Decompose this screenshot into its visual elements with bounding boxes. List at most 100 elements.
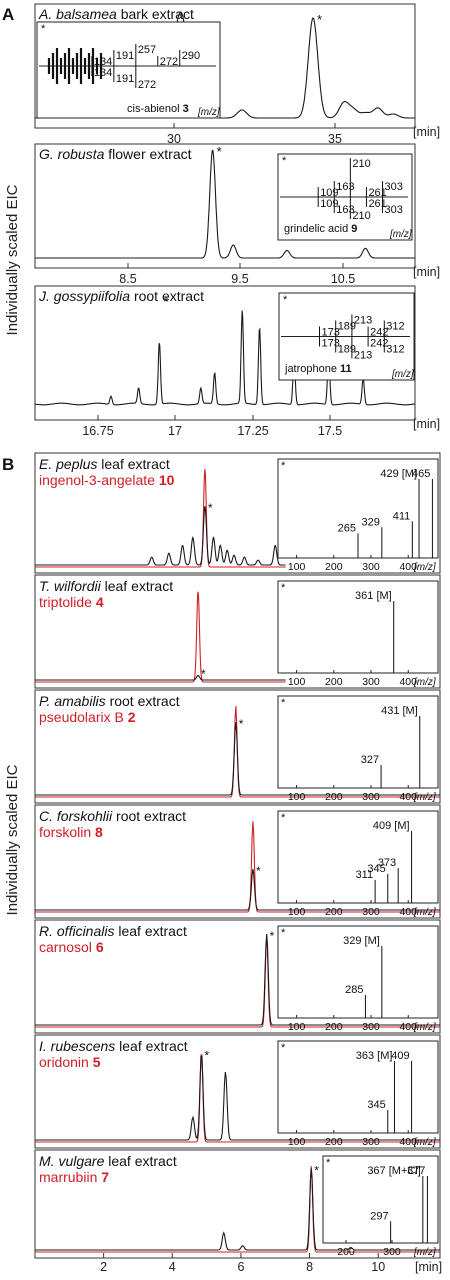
b7-inset-frame — [322, 1155, 439, 1244]
b6-inset-peak-label: 409 — [391, 1050, 409, 1062]
b6-inset-tick-label: 200 — [325, 1136, 343, 1148]
b7-inset-unit: [m/z] — [413, 1247, 436, 1258]
a1-inset-mz-top: 257 — [138, 44, 156, 56]
b7-inset-tick-label: 300 — [383, 1246, 401, 1258]
b4-inset-tick-label: 400 — [399, 906, 417, 918]
a3-xtick-label: 17 — [168, 424, 182, 438]
b4-standard-trace — [35, 821, 440, 913]
b-xtick-label: 6 — [237, 1260, 244, 1274]
a1-inset-unit: [m/z] — [197, 107, 220, 118]
b1-inset-tick-label: 200 — [325, 561, 343, 573]
b7-inset-tick-label: 200 — [337, 1246, 355, 1258]
a3-inset-mz-bottom: 213 — [354, 350, 372, 362]
b6-frame — [34, 1034, 441, 1149]
a1-inset-mz-bottom: 191 — [116, 73, 134, 85]
b2-peak-star: * — [201, 667, 206, 681]
b3-peak-star: * — [239, 717, 244, 731]
b1-inset-peak-label: 429 [M] — [380, 468, 417, 480]
b6-inset-peak-label: 345 — [367, 1099, 385, 1111]
a2-inset-compound: grindelic acid 9 — [284, 223, 357, 235]
b3-sample-trace — [35, 722, 440, 796]
b4-inset-peak-label: 409 [M] — [373, 820, 410, 832]
b1-compound: ingenol-3-angelate 10 — [39, 472, 175, 488]
b2-inset-tick-label: 300 — [362, 676, 380, 688]
b4-compound: forskolin 8 — [39, 824, 103, 840]
panel-a-ylabel: Individually scaled EIC — [4, 184, 21, 335]
b7-standard-trace — [35, 1166, 440, 1253]
b7-frame — [34, 1149, 441, 1259]
b3-inset-star: * — [281, 697, 286, 709]
b7-title: M. vulgare leaf extract — [39, 1153, 177, 1169]
a2-xtick-label: 10.5 — [331, 272, 355, 286]
b4-inset-tick-label: 300 — [362, 906, 380, 918]
a1-peak-star: * — [317, 12, 322, 27]
b3-frame — [34, 689, 441, 804]
a2-inset-mz-bottom: 210 — [352, 210, 370, 222]
b1-standard-trace — [35, 468, 286, 568]
b-xtick-label: 8 — [306, 1260, 313, 1274]
b7-inset-peak-label: 297 — [370, 1210, 388, 1222]
a1-inset-star: * — [41, 23, 46, 35]
a2-xtick-label: 8.5 — [119, 272, 136, 286]
b6-inset-peak-label: 363 [M] — [356, 1050, 393, 1062]
b5-inset-unit: [m/z] — [413, 1022, 436, 1033]
b3-inset-tick-label: 200 — [325, 791, 343, 803]
a2-inset-mz-bottom: 303 — [385, 204, 403, 216]
b6-sample-trace — [35, 1055, 440, 1141]
a1-inset-mz-bottom: 134 — [94, 67, 112, 79]
b4-inset-peak-label: 311 — [356, 869, 374, 881]
a3-xtick-label: 17.25 — [237, 424, 268, 438]
b3-inset-tick-label: 100 — [288, 791, 306, 803]
a2-title: G. robusta flower extract — [39, 146, 192, 162]
a1-inset-mz-top: 191 — [116, 50, 134, 62]
b4-title: C. forskohlii root extract — [39, 808, 186, 824]
b5-sample-trace — [35, 933, 440, 1026]
a1-inset-mz-top: 272 — [160, 56, 178, 68]
b5-peak-star: * — [270, 929, 275, 943]
a3-inset-compound: jatrophone 11 — [284, 363, 352, 375]
b1-sample-trace — [35, 506, 286, 566]
b1-inset-peak-label: 265 — [338, 522, 356, 534]
b5-inset-tick-label: 300 — [362, 1021, 380, 1033]
b5-inset-peak-label: 329 [M] — [343, 935, 380, 947]
b6-peak-star: * — [204, 1049, 209, 1063]
a1-title: A. balsamea bark extract — [38, 6, 194, 22]
b2-inset-tick-label: 200 — [325, 676, 343, 688]
a2-inset-mz-top: 163 — [336, 181, 354, 193]
b4-inset-peak-label: 373 — [378, 857, 396, 869]
b-xtick-label: 10 — [371, 1260, 385, 1274]
a2-xtick-label: 9.5 — [231, 272, 248, 286]
b7-compound: marrubiin 7 — [39, 1169, 109, 1185]
b5-inset-tick-label: 400 — [399, 1021, 417, 1033]
b2-sample-trace — [35, 674, 286, 681]
b4-inset-tick-label: 200 — [325, 906, 343, 918]
a3-inset-star: * — [283, 294, 288, 306]
b1-inset-peak-label: 329 — [361, 516, 379, 528]
b-unit: [min] — [415, 1260, 442, 1274]
b6-inset-tick-label: 300 — [362, 1136, 380, 1148]
b5-inset-tick-label: 200 — [325, 1021, 343, 1033]
b1-inset-peak-label: 411 — [393, 510, 411, 522]
a2-inset-mz-top: 210 — [352, 158, 370, 170]
b2-inset-peak-label: 361 [M] — [355, 590, 392, 602]
a3-xtick-label: 16.75 — [82, 424, 113, 438]
b4-frame — [34, 804, 441, 919]
b4-inset-unit: [m/z] — [413, 907, 436, 918]
b3-inset-tick-label: 300 — [362, 791, 380, 803]
b3-inset-unit: [m/z] — [413, 792, 436, 803]
b1-inset-tick-label: 100 — [288, 561, 306, 573]
b2-compound: triptolide 4 — [39, 594, 104, 610]
a2-inset-mz-top: 303 — [385, 181, 403, 193]
a2-unit: [min] — [413, 265, 440, 279]
b3-inset-frame — [277, 695, 439, 789]
b2-inset-tick-label: 400 — [399, 676, 417, 688]
a3-frame — [34, 285, 416, 421]
b2-frame — [34, 574, 441, 689]
a3-inset-unit: [m/z] — [391, 369, 414, 380]
b1-peak-star: * — [208, 501, 213, 515]
b5-inset-star: * — [281, 927, 286, 939]
a3-inset-mz-top: 312 — [386, 321, 404, 333]
b1-title: E. peplus leaf extract — [39, 456, 170, 472]
a1-xtick-label: 35 — [328, 132, 342, 146]
panel-b-label: B — [2, 455, 14, 474]
